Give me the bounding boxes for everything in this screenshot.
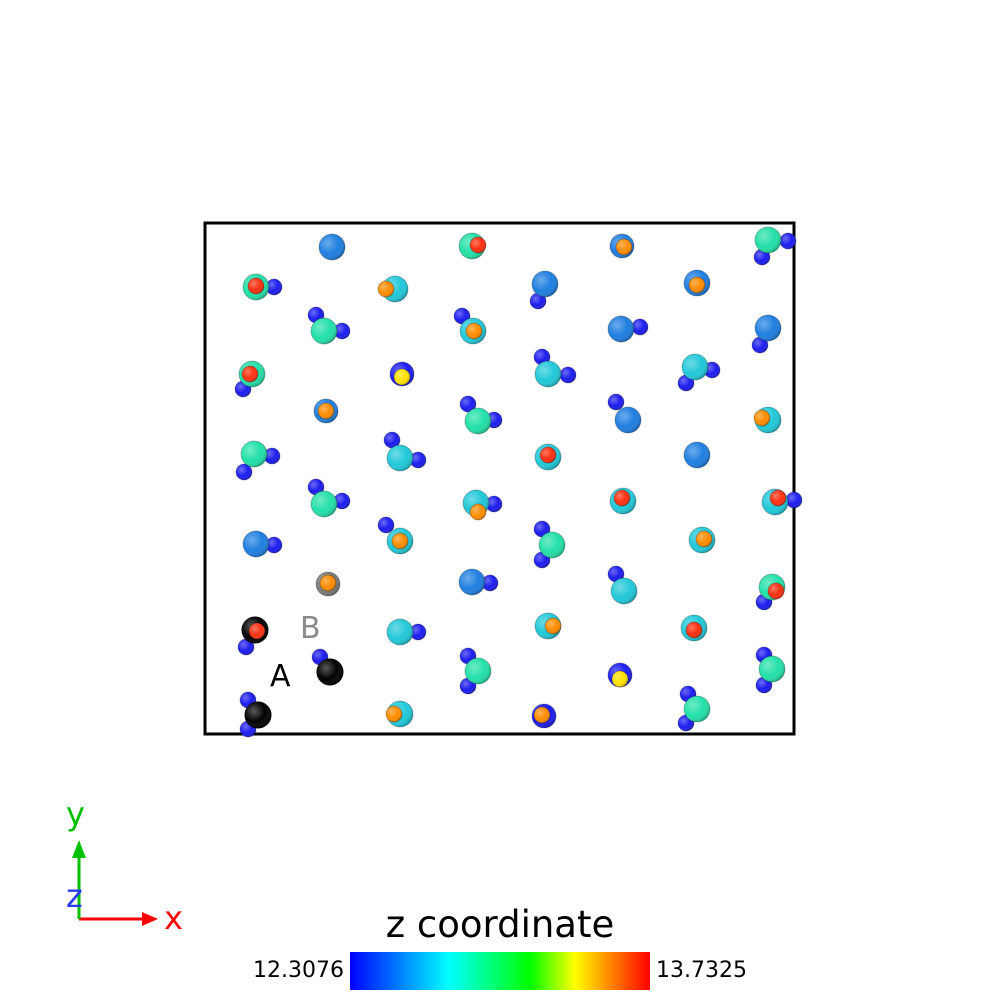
atom bbox=[240, 440, 268, 468]
atom bbox=[533, 520, 551, 538]
atom bbox=[310, 317, 338, 345]
atom bbox=[485, 495, 503, 513]
atom bbox=[533, 706, 551, 724]
atom bbox=[235, 463, 253, 481]
atom bbox=[265, 278, 283, 296]
atom bbox=[393, 368, 411, 386]
atom bbox=[631, 318, 649, 336]
atom bbox=[464, 407, 492, 435]
atom bbox=[481, 574, 499, 592]
atom bbox=[307, 478, 325, 496]
atom bbox=[459, 395, 477, 413]
atom bbox=[383, 431, 401, 449]
atom bbox=[247, 277, 265, 295]
atom bbox=[316, 658, 344, 686]
atom bbox=[242, 530, 270, 558]
atom-label-a: A bbox=[270, 659, 291, 694]
atom bbox=[703, 361, 721, 379]
atom bbox=[469, 503, 487, 521]
atom-label-b: B bbox=[300, 611, 321, 646]
y-axis-label: y bbox=[66, 795, 85, 833]
colorbar-gradient bbox=[350, 952, 650, 990]
atom bbox=[539, 446, 557, 464]
atom bbox=[611, 670, 629, 688]
atom bbox=[615, 238, 633, 256]
atom bbox=[767, 582, 785, 600]
z-axis-label: z bbox=[66, 877, 83, 915]
atom bbox=[453, 307, 471, 325]
atom bbox=[317, 402, 335, 420]
atom bbox=[683, 441, 711, 469]
colorbar-title: z coordinate bbox=[385, 903, 615, 946]
y-axis-arrowhead bbox=[72, 840, 86, 858]
simulation-box bbox=[203, 221, 796, 736]
atoms-layer bbox=[234, 226, 803, 738]
atom bbox=[409, 623, 427, 641]
atom bbox=[465, 322, 483, 340]
axis-triad bbox=[72, 840, 158, 926]
atom bbox=[785, 491, 803, 509]
atom bbox=[409, 451, 427, 469]
atom bbox=[769, 489, 787, 507]
atom bbox=[681, 353, 709, 381]
atom bbox=[544, 617, 562, 635]
atom bbox=[318, 233, 346, 261]
atom bbox=[753, 248, 771, 266]
atom bbox=[469, 236, 487, 254]
x-axis-arrowhead bbox=[142, 912, 158, 926]
atom bbox=[244, 701, 272, 729]
atom bbox=[754, 226, 782, 254]
atom bbox=[695, 530, 713, 548]
atom bbox=[319, 574, 337, 592]
colorbar-min-label: 12.3076 bbox=[253, 958, 344, 983]
colorbar-max-label: 13.7325 bbox=[656, 958, 747, 983]
atom bbox=[533, 348, 551, 366]
atom bbox=[614, 406, 642, 434]
x-axis-label: x bbox=[164, 899, 183, 937]
atom bbox=[753, 409, 771, 427]
atom bbox=[531, 270, 559, 298]
atom bbox=[310, 490, 338, 518]
atom bbox=[688, 276, 706, 294]
atom bbox=[377, 280, 395, 298]
atom bbox=[377, 516, 395, 534]
atom bbox=[385, 705, 403, 723]
atom bbox=[758, 655, 786, 683]
atom bbox=[265, 536, 283, 554]
atom bbox=[607, 315, 635, 343]
atom bbox=[333, 322, 351, 340]
atom bbox=[607, 393, 625, 411]
atom bbox=[754, 314, 782, 342]
atom bbox=[529, 292, 547, 310]
atom bbox=[241, 365, 259, 383]
atom bbox=[683, 695, 711, 723]
atom bbox=[386, 618, 414, 646]
atom bbox=[459, 677, 477, 695]
atom bbox=[391, 532, 409, 550]
atom bbox=[248, 622, 266, 640]
atom bbox=[458, 568, 486, 596]
atom bbox=[386, 444, 414, 472]
atom bbox=[610, 577, 638, 605]
atom bbox=[538, 531, 566, 559]
atom bbox=[559, 366, 577, 384]
atom bbox=[613, 489, 631, 507]
atom bbox=[685, 621, 703, 639]
atom bbox=[779, 232, 797, 250]
atom bbox=[464, 657, 492, 685]
atom bbox=[333, 492, 351, 510]
atom bbox=[751, 336, 769, 354]
atom bbox=[534, 360, 562, 388]
